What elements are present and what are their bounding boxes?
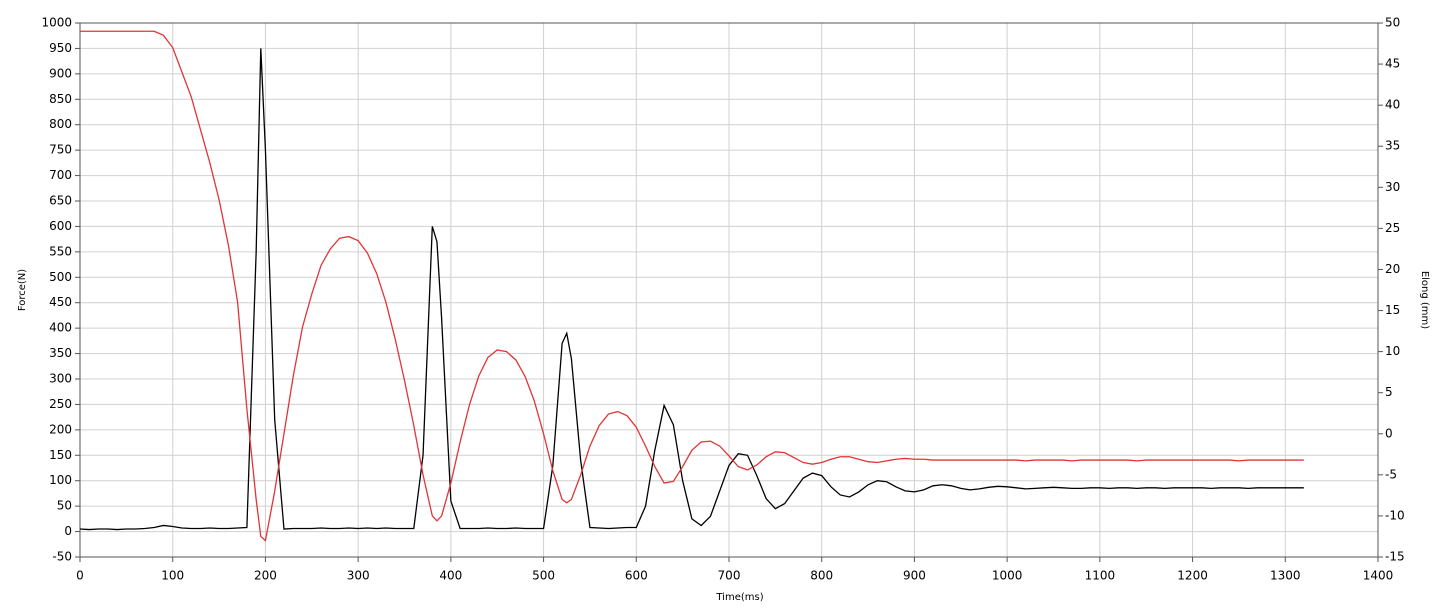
- x-tick-label: 100: [161, 569, 184, 583]
- y2-tick-label: 30: [1385, 180, 1400, 194]
- y-tick-label: 100: [49, 473, 72, 487]
- plot-frame: [79, 22, 1379, 558]
- y-tick-label: 750: [49, 143, 72, 157]
- y-tick-label: 300: [49, 372, 72, 386]
- y2-tick-label: 35: [1385, 139, 1400, 153]
- y-tick-label: 850: [49, 92, 72, 106]
- data-line: [79, 48, 1304, 531]
- x-tick-label: 300: [347, 569, 370, 583]
- y2-tick-label: 40: [1385, 98, 1400, 112]
- y2-tick-label: -15: [1385, 550, 1405, 564]
- y2-tick-label: -10: [1385, 508, 1405, 522]
- y-tick-label: 150: [49, 448, 72, 462]
- y-tick-label: 350: [49, 346, 72, 360]
- x-tick-label: 900: [903, 569, 926, 583]
- y2-tick-label: 45: [1385, 57, 1400, 71]
- y2-tick-label: 5: [1385, 385, 1393, 399]
- y2-tick-label: 25: [1385, 221, 1400, 235]
- y-tick-label: 400: [49, 321, 72, 335]
- y2-tick-label: 0: [1385, 426, 1393, 440]
- y2-tick-label: -5: [1385, 467, 1397, 481]
- x-tick-label: 400: [439, 569, 462, 583]
- y-tick-label: 900: [49, 66, 72, 80]
- y2-axis-title: Elong (mm): [1419, 271, 1430, 329]
- x-tick-label: 800: [810, 569, 833, 583]
- x-tick-label: 1200: [1177, 569, 1208, 583]
- y2-tick-label: 10: [1385, 344, 1400, 358]
- y-axis-title: Force(N): [17, 269, 28, 311]
- y-tick-label: 50: [57, 499, 72, 513]
- y-tick-label: -50: [52, 550, 72, 564]
- y-tick-label: 1000: [41, 16, 72, 30]
- y2-tick-label: 50: [1385, 16, 1400, 30]
- x-tick-label: 1300: [1270, 569, 1301, 583]
- x-tick-label: 0: [76, 569, 84, 583]
- x-axis-title: Time(ms): [715, 592, 763, 603]
- x-tick-label: 500: [532, 569, 555, 583]
- x-tick-label: 700: [718, 569, 741, 583]
- y-tick-label: 450: [49, 295, 72, 309]
- y-tick-label: 600: [49, 219, 72, 233]
- data-line: [80, 30, 1304, 542]
- y-tick-label: 950: [49, 41, 72, 55]
- y-tick-label: 650: [49, 194, 72, 208]
- y-tick-label: 550: [49, 244, 72, 258]
- y-tick-label: 250: [49, 397, 72, 411]
- x-tick-label: 1100: [1085, 569, 1116, 583]
- y2-tick-label: 20: [1385, 262, 1400, 276]
- x-tick-label: 1000: [992, 569, 1023, 583]
- x-tick-label: 200: [254, 569, 277, 583]
- y-tick-label: 800: [49, 117, 72, 131]
- y-tick-label: 700: [49, 168, 72, 182]
- y2-tick-label: 15: [1385, 303, 1400, 317]
- x-tick-label: 600: [625, 569, 648, 583]
- y-tick-label: 0: [64, 524, 72, 538]
- x-tick-label: 1400: [1363, 569, 1394, 583]
- y-tick-label: 200: [49, 422, 72, 436]
- y-tick-label: 500: [49, 270, 72, 284]
